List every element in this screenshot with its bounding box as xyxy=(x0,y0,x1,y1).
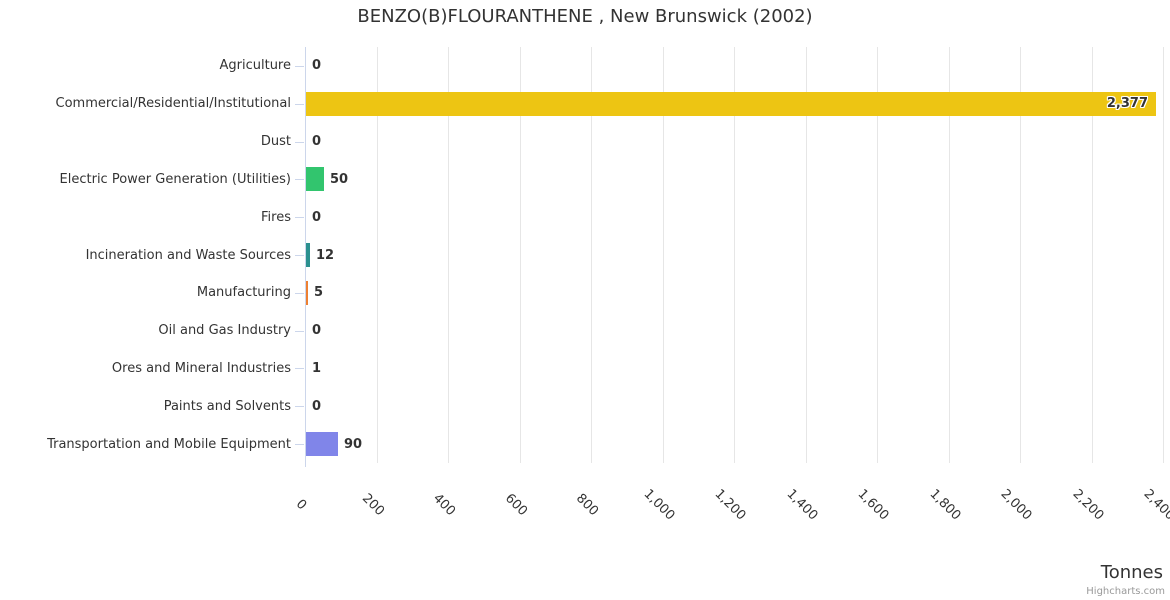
gridline xyxy=(1020,47,1021,463)
value-label: 90 xyxy=(344,437,363,452)
category-label: Paints and Solvents xyxy=(163,399,291,414)
gridline xyxy=(877,47,878,463)
x-axis-tick-label: 1,200 xyxy=(711,486,749,524)
x-axis-tick-label: 400 xyxy=(429,490,459,520)
x-axis-tick-label: 1,600 xyxy=(854,486,892,524)
gridline xyxy=(1091,47,1093,463)
y-axis-tick xyxy=(295,66,304,67)
category-label: Agriculture xyxy=(219,58,292,73)
gridline xyxy=(948,47,950,463)
value-label: 0 xyxy=(312,399,322,414)
bar[interactable] xyxy=(306,243,310,267)
category-label: Electric Power Generation (Utilities) xyxy=(59,172,291,187)
x-axis-tick-label: 2,200 xyxy=(1069,486,1106,524)
y-axis-line xyxy=(305,47,306,467)
y-axis-tick xyxy=(295,255,304,256)
gridline xyxy=(591,47,592,463)
gridline xyxy=(448,47,449,463)
x-axis-title: Tonnes xyxy=(1100,562,1163,583)
x-axis-tick-label: 600 xyxy=(501,490,530,520)
value-label: 2,377 xyxy=(1106,96,1148,111)
category-label: Dust xyxy=(260,134,291,149)
x-axis-tick-label: 2,400 xyxy=(1140,486,1170,524)
x-axis-tick-label: 1,400 xyxy=(783,486,820,524)
chart-title: BENZO(B)FLOURANTHENE , New Brunswick (20… xyxy=(357,6,813,27)
gridline xyxy=(734,47,735,463)
value-label: 0 xyxy=(312,210,322,225)
y-axis-tick xyxy=(295,444,304,445)
x-axis-tick-label: 800 xyxy=(572,490,602,520)
category-label: Ores and Mineral Industries xyxy=(111,361,291,376)
x-axis-tick-label: 200 xyxy=(358,490,387,520)
category-label: Oil and Gas Industry xyxy=(158,323,291,338)
bar[interactable] xyxy=(306,432,338,456)
y-axis-tick xyxy=(295,104,304,105)
gridline xyxy=(519,47,521,463)
category-label: Manufacturing xyxy=(196,285,291,300)
value-label: 12 xyxy=(316,248,335,263)
gridline xyxy=(1163,47,1164,463)
bar[interactable] xyxy=(306,167,324,191)
value-label: 5 xyxy=(314,285,324,300)
y-axis-tick xyxy=(295,142,304,143)
value-label: 0 xyxy=(312,134,322,149)
category-label: Incineration and Waste Sources xyxy=(85,248,291,263)
y-axis-tick xyxy=(295,406,304,407)
highcharts-credit[interactable]: Highcharts.com xyxy=(1086,586,1165,597)
value-label: 0 xyxy=(312,323,322,338)
value-label: 50 xyxy=(330,172,349,187)
gridline xyxy=(805,47,807,463)
bar[interactable] xyxy=(306,281,308,305)
category-label: Fires xyxy=(261,210,291,225)
y-axis-tick xyxy=(295,331,304,332)
bar[interactable] xyxy=(306,92,1156,116)
value-label: 0 xyxy=(312,58,322,73)
y-axis-tick xyxy=(295,217,304,218)
y-axis-tick xyxy=(295,179,304,180)
y-axis-tick xyxy=(295,368,304,369)
x-axis-tick-label: 2,000 xyxy=(997,486,1035,524)
category-label: Transportation and Mobile Equipment xyxy=(47,437,291,452)
x-axis-tick-label: 0 xyxy=(292,496,310,514)
x-axis-tick-label: 1,800 xyxy=(926,486,963,524)
y-axis-tick xyxy=(295,293,304,294)
gridline xyxy=(662,47,664,463)
x-axis-tick-label: 1,000 xyxy=(640,486,677,524)
value-label: 1 xyxy=(312,361,322,376)
gridline xyxy=(376,47,378,463)
category-label: Commercial/Residential/Institutional xyxy=(55,96,292,111)
